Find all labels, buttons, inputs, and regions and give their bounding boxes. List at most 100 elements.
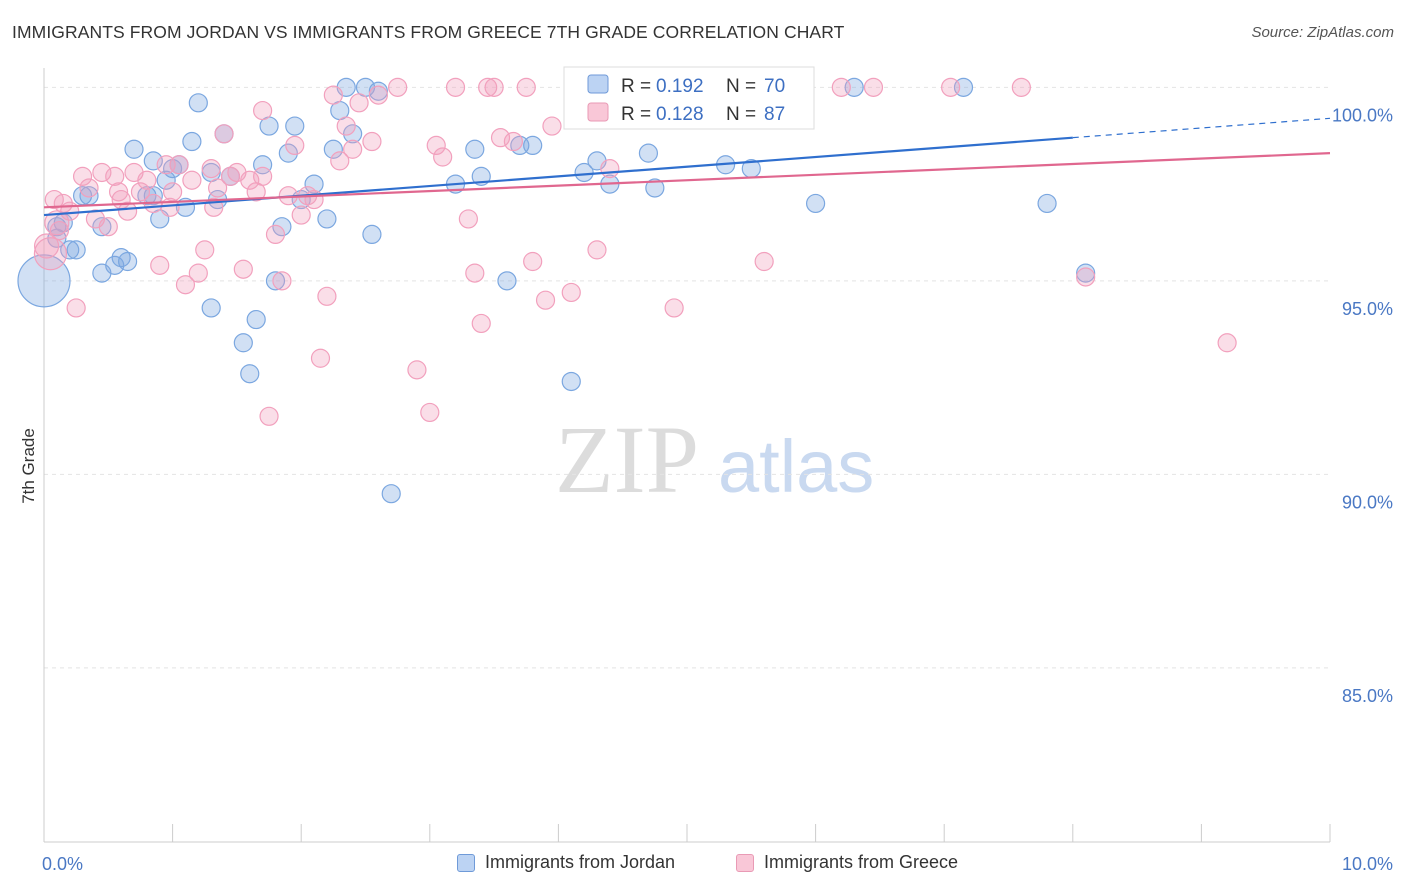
point-greece-44 [323,85,343,105]
point-jordan-60 [645,178,665,198]
point-greece-27 [214,124,234,144]
stats-n-label-greece: N = [726,104,756,125]
point-jordan-3 [60,240,80,260]
stats-r-label-jordan: R = [621,76,651,97]
point-greece-79 [33,233,60,259]
watermark-zip: ZIP [555,406,699,513]
point-jordan-64 [805,193,826,214]
point-greece-65 [535,290,556,310]
point-greece-24 [195,240,215,260]
point-greece-72 [754,251,774,272]
y-tick-label-95: 95.0% [1342,299,1393,319]
point-jordan-31 [253,155,273,175]
stats-n-value-greece: 87 [764,104,785,125]
point-greece-6 [79,178,99,198]
y-tick-label-90: 90.0% [1342,492,1393,512]
point-greece-74 [863,77,884,97]
point-greece-81 [49,220,70,241]
y-tick-label-85: 85.0% [1342,686,1393,706]
point-greece-17 [150,255,170,275]
point-greece-8 [92,162,112,183]
trend-line-extension-jordan [1072,117,1331,139]
point-greece-22 [182,170,202,190]
point-greece-45 [330,151,350,171]
point-jordan-59 [638,143,659,163]
point-jordan-22 [188,93,208,113]
point-greece-53 [426,135,446,155]
point-jordan-17 [156,170,176,190]
point-jordan-49 [465,139,485,159]
point-jordan-20 [175,197,196,217]
point-jordan-4 [66,240,86,260]
x-tick-label-min: 0.0% [42,854,83,874]
point-greece-56 [458,209,478,229]
point-greece-36 [272,271,292,291]
point-greece-12 [117,201,138,221]
point-greece-25 [201,159,221,179]
point-jordan-45 [362,224,382,245]
legend-swatch-jordan [457,853,475,872]
point-jordan-67 [1037,193,1057,214]
point-greece-49 [368,85,388,105]
legend-swatch-greece [736,853,754,872]
point-greece-4 [66,298,86,318]
point-greece-84 [108,182,129,202]
stats-n-label-jordan: N = [726,76,756,97]
point-greece-38 [285,135,305,155]
trend-line-jordan [43,136,1073,217]
point-greece-63 [516,77,536,97]
x-tick-label-max: 10.0% [1342,854,1393,874]
point-jordan-36 [285,116,305,136]
point-greece-60 [484,77,504,97]
point-jordan-9 [105,255,125,275]
point-greece-78 [1217,333,1237,353]
point-greece-55 [445,77,466,97]
point-jordan-7 [92,217,112,237]
point-greece-73 [831,77,851,97]
point-greece-58 [471,313,491,334]
point-jordan-55 [574,162,594,183]
point-greece-9 [98,217,118,237]
point-greece-33 [253,100,273,121]
point-jordan-51 [497,271,517,291]
y-tick-label-100: 100.0% [1332,105,1393,125]
point-greece-68 [587,240,607,260]
point-greece-77 [1076,267,1096,287]
point-jordan-35 [278,143,298,163]
point-greece-39 [291,205,311,225]
point-greece-51 [407,360,427,380]
point-jordan-14 [143,151,163,171]
point-greece-64 [523,251,543,272]
point-greece-42 [310,348,331,368]
point-jordan-33 [265,271,286,291]
point-jordan-38 [304,174,324,194]
point-jordan-21 [182,131,202,152]
point-greece-30 [233,259,253,279]
point-greece-14 [130,182,151,202]
chart-title: IMMIGRANTS FROM JORDAN VS IMMIGRANTS FRO… [12,22,845,42]
point-jordan-11 [117,251,138,272]
point-greece-76 [1011,77,1031,97]
point-greece-52 [420,402,440,423]
point-greece-43 [317,286,337,306]
stats-r-value-jordan: 0.192 [656,76,704,97]
point-greece-34 [259,406,279,426]
point-jordan-12 [124,139,144,159]
point-jordan-29 [240,364,260,384]
point-greece-35 [265,224,286,245]
axes: 85.0% 90.0% 95.0% 100.0% [43,68,1393,843]
point-jordan-54 [561,371,581,392]
point-greece-46 [336,116,356,136]
legend-label-greece: Immigrants from Greece [764,852,959,872]
point-greece-10 [105,166,125,186]
point-greece-62 [503,131,523,152]
point-greece-59 [478,77,498,97]
legend-item-jordan: Immigrants from Jordan [457,852,675,873]
point-greece-54 [433,147,453,167]
point-greece-23 [188,263,208,283]
point-greece-69 [600,159,620,179]
point-jordan-30 [246,309,266,330]
point-greece-66 [542,116,562,136]
point-greece-71 [664,298,684,318]
